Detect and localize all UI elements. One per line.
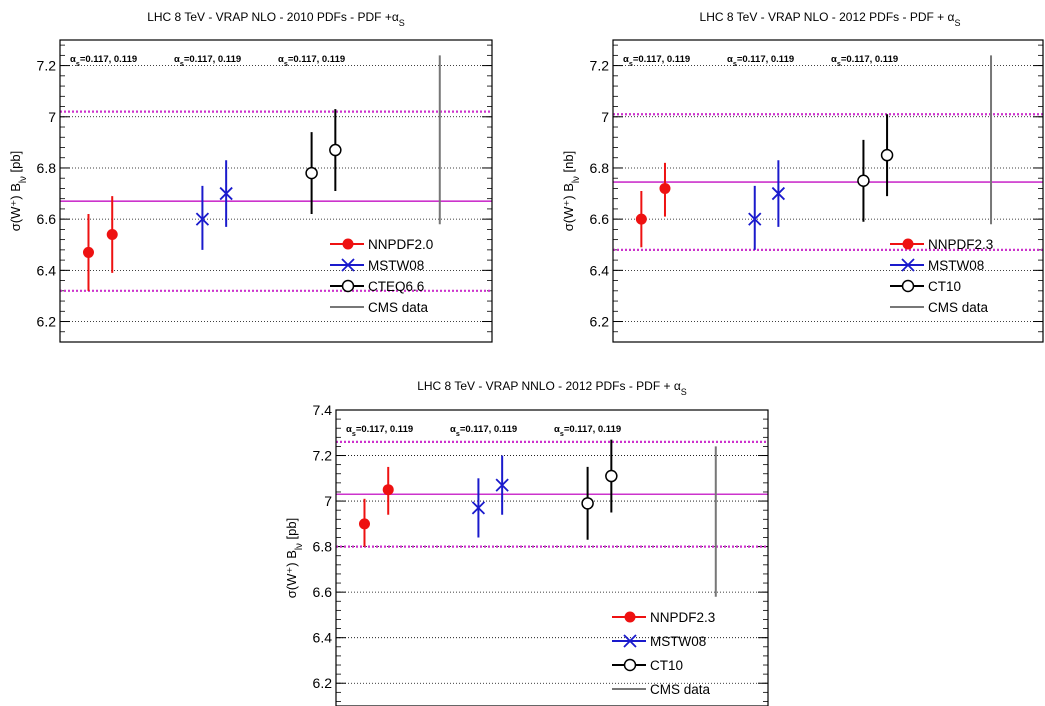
legend-marker — [901, 258, 915, 272]
data-point — [329, 143, 342, 157]
legend-label: NNPDF2.3 — [928, 237, 993, 252]
data-point — [82, 246, 94, 258]
y-tick-label: 6.2 — [37, 314, 57, 330]
data-point — [880, 148, 894, 162]
y-axis-label: σ(W⁺) Blν [nb] — [561, 151, 582, 231]
chart-title: LHC 8 TeV - VRAP NLO - 2012 PDFs - PDF +… — [700, 10, 961, 28]
y-tick-label: 7.2 — [313, 448, 333, 464]
data-point — [495, 478, 509, 492]
legend-marker — [624, 611, 636, 623]
legend-label: CMS data — [650, 682, 711, 697]
y-tick-label: 6.2 — [590, 314, 610, 330]
y-axis-label: σ(W⁺) Blν [pb] — [284, 518, 305, 598]
y-tick-label: 6.8 — [37, 160, 57, 176]
legend-label: CT10 — [650, 658, 683, 673]
legend-label: CMS data — [928, 300, 989, 315]
alpha-s-annotation: αs=0.117, 0.119 — [278, 54, 345, 68]
data-point — [358, 518, 370, 530]
alpha-s-annotation: αs=0.117, 0.119 — [554, 424, 621, 438]
y-axis-label: σ(W⁺) Blν [pb] — [8, 151, 29, 231]
y-tick-label: 7 — [48, 109, 56, 125]
legend-label: MSTW08 — [368, 258, 424, 273]
y-tick-label: 6.6 — [590, 211, 610, 227]
alpha-s-annotation: αs=0.117, 0.119 — [346, 424, 413, 438]
data-point — [771, 186, 786, 201]
legend-marker — [623, 634, 637, 648]
data-point — [106, 229, 118, 241]
chart-panel-1: LHC 8 TeV - VRAP NLO - 2010 PDFs - PDF +… — [8, 10, 493, 343]
legend-marker — [341, 258, 355, 272]
alpha-s-annotation: αs=0.117, 0.119 — [174, 54, 241, 68]
y-tick-label: 7.2 — [37, 58, 57, 74]
y-tick-label: 6.6 — [37, 211, 57, 227]
plot-frame — [335, 409, 769, 706]
y-tick-label: 6.4 — [37, 262, 57, 278]
chart-title: LHC 8 TeV - VRAP NLO - 2010 PDFs - PDF +… — [147, 10, 405, 28]
legend-marker — [902, 238, 914, 250]
data-point — [659, 182, 671, 194]
legend-marker — [341, 279, 355, 293]
legend-marker — [901, 279, 915, 293]
legend: NNPDF2.3 MSTW08 CT10 CMS data — [612, 610, 715, 697]
y-tick-label: 7.2 — [590, 58, 610, 74]
alpha-s-annotation: αs=0.117, 0.119 — [623, 54, 690, 68]
data-point — [605, 469, 618, 483]
legend-label: MSTW08 — [928, 258, 984, 273]
y-tick-label: 6.4 — [313, 630, 333, 646]
legend-label: NNPDF2.3 — [650, 610, 715, 625]
y-tick-label: 6.4 — [590, 262, 610, 278]
data-point — [857, 174, 870, 188]
legend-label: CT10 — [928, 279, 961, 294]
legend-label: NNPDF2.0 — [368, 237, 433, 252]
legend-marker — [342, 238, 354, 250]
y-tick-label: 7 — [324, 493, 332, 509]
y-tick-label: 6.6 — [313, 584, 333, 600]
data-point — [635, 213, 647, 225]
alpha-s-annotation: αs=0.117, 0.119 — [70, 54, 137, 68]
data-point — [581, 497, 594, 510]
plot-frame — [612, 39, 1044, 343]
y-tick-label: 7 — [601, 109, 609, 125]
y-tick-label: 6.8 — [590, 160, 610, 176]
chart-panel-3: LHC 8 TeV - VRAP NNLO - 2012 PDFs - PDF … — [284, 379, 769, 706]
alpha-s-annotation: αs=0.117, 0.119 — [831, 54, 898, 68]
data-point — [305, 166, 318, 180]
data-point — [219, 186, 233, 201]
legend-label: CMS data — [368, 300, 429, 315]
y-tick-label: 6.8 — [313, 539, 333, 555]
legend-label: CTEQ6.6 — [368, 279, 424, 294]
data-point — [382, 484, 394, 496]
alpha-s-annotation: αs=0.117, 0.119 — [727, 54, 794, 68]
legend: NNPDF2.0 MSTW08 CTEQ6.6 CMS data — [330, 237, 433, 315]
data-point — [471, 501, 486, 515]
y-tick-label: 6.2 — [313, 675, 333, 691]
alpha-s-annotation: αs=0.117, 0.119 — [450, 424, 517, 438]
plot-frame — [59, 39, 493, 343]
legend-label: MSTW08 — [650, 634, 706, 649]
legend-marker — [623, 658, 637, 672]
legend: NNPDF2.3 MSTW08 CT10 CMS data — [890, 237, 993, 315]
data-point — [748, 212, 762, 226]
y-tick-label: 7.4 — [313, 402, 333, 418]
chart-title: LHC 8 TeV - VRAP NNLO - 2012 PDFs - PDF … — [417, 379, 687, 397]
chart-panel-2: LHC 8 TeV - VRAP NLO - 2012 PDFs - PDF +… — [561, 10, 1044, 343]
data-point — [195, 212, 210, 226]
